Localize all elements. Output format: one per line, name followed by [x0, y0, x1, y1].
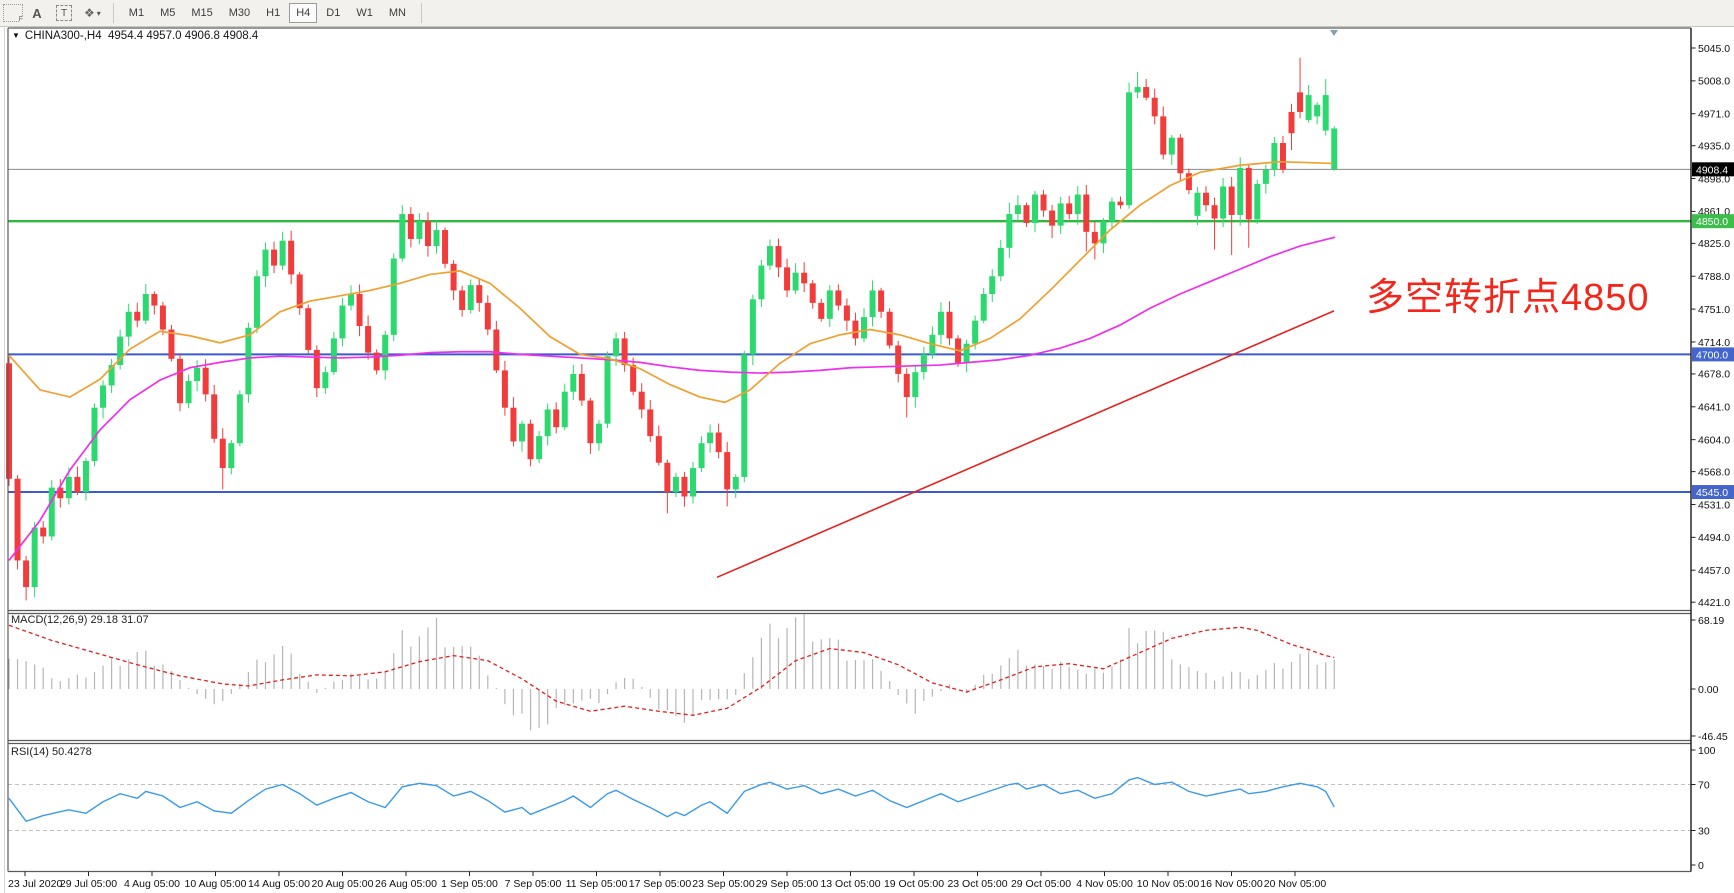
price-tick-label: 4568.0	[1698, 466, 1730, 478]
chart-title: ▼ CHINA300-,H4 4954.4 4957.0 4906.8 4908.…	[12, 30, 258, 42]
price-box-label: 4700.0	[1696, 349, 1728, 361]
ma-fast-line	[8, 160, 1334, 404]
time-tick-label: 29 Sep 05:00	[756, 878, 819, 890]
timeframe-M15-button[interactable]: M15	[184, 3, 219, 23]
price-tick-label: 4457.0	[1698, 565, 1730, 577]
top-toolbar: F A T ❖ ▾ M1 M5 M15 M30 H1 H4 D1 W1 MN	[0, 0, 1734, 27]
price-tick-label: 5045.0	[1698, 43, 1730, 55]
rsi-line	[8, 776, 1335, 823]
time-tick-label: 20 Aug 05:00	[312, 878, 374, 890]
price-box-4700.0	[1692, 347, 1734, 362]
time-tick-label: 10 Nov 05:00	[1137, 878, 1200, 890]
price-box-label: 4850.0	[1696, 216, 1728, 228]
price-tick-label: 4935.0	[1698, 140, 1730, 152]
time-tick-label: 10 Aug 05:00	[185, 878, 247, 890]
price-tick-label: 4531.0	[1698, 499, 1730, 511]
price-box-label: 4908.4	[1696, 164, 1728, 176]
time-tick-label: 11 Sep 05:00	[566, 878, 628, 890]
chevron-down-icon: ▾	[96, 8, 101, 18]
time-tick-label: 16 Nov 05:00	[1200, 878, 1263, 890]
time-tick-label: 23 Sep 05:00	[692, 878, 755, 890]
price-box-label: 4545.0	[1696, 487, 1728, 499]
time-tick-label: 7 Sep 05:00	[505, 878, 562, 890]
text-box-icon: T	[56, 5, 72, 21]
macd-panel	[8, 614, 1335, 731]
text-tool-button[interactable]: T	[51, 2, 77, 24]
timeframe-M1-button[interactable]: M1	[122, 3, 151, 23]
time-tick-label: 13 Oct 05:00	[820, 878, 880, 890]
price-axis: 5045.05008.04971.04935.04898.04861.04825…	[1691, 43, 1734, 872]
timeframe-D1-button[interactable]: D1	[319, 3, 347, 23]
time-tick-label: 23 Jul 2020	[8, 878, 62, 890]
toolbar-separator	[112, 3, 114, 23]
candlestick-series	[6, 57, 1338, 601]
rsi-tick-label: 70	[1698, 779, 1710, 791]
macd-tick-label: -46.45	[1698, 731, 1728, 743]
shift-marker-icon	[1330, 30, 1338, 36]
macd-signal-line	[8, 624, 1335, 716]
timeframe-M5-button[interactable]: M5	[153, 3, 182, 23]
font-tool-button[interactable]: A	[25, 2, 49, 24]
rsi-tick-label: 30	[1698, 825, 1710, 837]
text-annotation[interactable]: 多空转折点4850	[1366, 277, 1650, 319]
price-box-4908.4	[1692, 162, 1734, 177]
time-tick-label: 4 Aug 05:00	[124, 878, 180, 890]
time-tick-label: 29 Jul 05:00	[60, 878, 117, 890]
rsi-label: RSI(14) 50.4278	[11, 746, 92, 758]
shapes-tool-button[interactable]: ❖ ▾	[79, 2, 106, 24]
time-tick-label: 29 Oct 05:00	[1011, 878, 1071, 890]
price-tick-label: 4494.0	[1698, 532, 1730, 544]
price-chart-svg[interactable]: 5045.05008.04971.04935.04898.04861.04825…	[0, 26, 1734, 893]
time-tick-label: 26 Aug 05:00	[375, 878, 437, 890]
trendline[interactable]	[716, 310, 1335, 579]
price-tick-label: 4971.0	[1698, 109, 1730, 121]
price-box-4545.0	[1692, 485, 1734, 500]
price-tick-label: 5008.0	[1698, 76, 1730, 88]
time-tick-label: 1 Sep 05:00	[441, 878, 498, 890]
timeframe-H1-button[interactable]: H1	[259, 3, 287, 23]
time-tick-label: 4 Nov 05:00	[1076, 878, 1133, 890]
time-tick-label: 23 Oct 05:00	[947, 878, 1007, 890]
timeframe-MN-button[interactable]: MN	[382, 3, 413, 23]
price-tick-label: 4751.0	[1698, 304, 1730, 316]
toolbar-separator	[420, 3, 422, 23]
time-tick-label: 17 Sep 05:00	[629, 878, 692, 890]
macd-label: MACD(12,26,9) 29.18 31.07	[11, 614, 149, 626]
price-tick-label: 4421.0	[1698, 597, 1730, 609]
macd-tick-label: 68.19	[1698, 615, 1724, 627]
price-tick-label: 4825.0	[1698, 238, 1730, 250]
time-tick-label: 19 Oct 05:00	[884, 878, 944, 890]
symbol-period-label: CHINA300-,H4	[24, 30, 102, 42]
price-tick-label: 4641.0	[1698, 402, 1730, 414]
ma-slow-line	[8, 236, 1336, 561]
time-tick-label: 14 Aug 05:00	[248, 878, 310, 890]
timeframe-group: M1 M5 M15 M30 H1 H4 D1 W1 MN	[121, 3, 414, 23]
time-tick-label: 20 Nov 05:00	[1264, 878, 1327, 890]
price-box-4850.0	[1692, 214, 1734, 229]
symbol-dropdown-icon[interactable]: ▼	[12, 31, 20, 40]
rsi-tick-label: 100	[1698, 745, 1716, 757]
timeframe-M30-button[interactable]: M30	[222, 3, 257, 23]
price-tick-label: 4604.0	[1698, 434, 1730, 446]
toolbar-grip-icon[interactable]: F	[3, 4, 23, 23]
window-left-edge	[4, 26, 5, 893]
price-tick-label: 4788.0	[1698, 271, 1730, 283]
macd-tick-label: 0.00	[1698, 684, 1719, 696]
rsi-tick-label: 0	[1698, 860, 1704, 872]
price-tick-label: 4714.0	[1698, 337, 1730, 349]
shapes-icon: ❖	[84, 6, 95, 20]
ohlc-values: 4954.4 4957.0 4906.8 4908.4	[108, 30, 259, 42]
timeframe-W1-button[interactable]: W1	[349, 3, 380, 23]
price-tick-label: 4898.0	[1698, 173, 1730, 185]
price-tick-label: 4678.0	[1698, 369, 1730, 381]
timeframe-H4-button[interactable]: H4	[289, 3, 318, 23]
